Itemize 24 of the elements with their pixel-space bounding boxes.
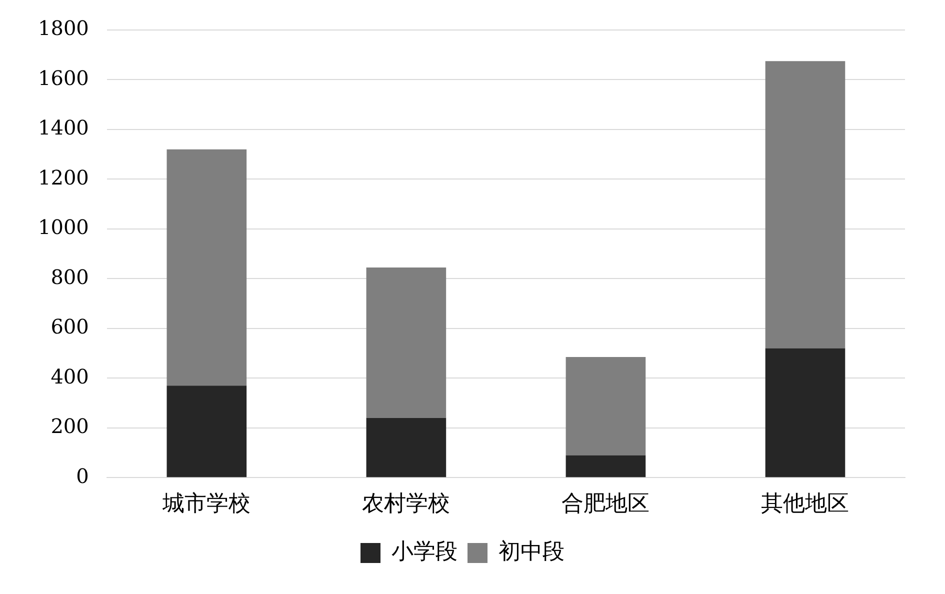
bar — [765, 61, 846, 348]
x-tick-label: 合肥地区 — [562, 492, 650, 517]
y-tick-label: 600 — [50, 314, 89, 339]
bar — [366, 267, 446, 418]
x-tick-label: 农村学校 — [362, 492, 450, 517]
bar — [765, 348, 846, 478]
bar — [566, 455, 646, 478]
bar — [366, 418, 446, 478]
y-tick-label: 1000 — [38, 215, 89, 240]
bar — [166, 149, 247, 386]
legend-label: 小学段 — [392, 540, 458, 565]
y-tick-label: 1800 — [38, 16, 89, 40]
y-tick-label: 0 — [76, 464, 89, 488]
y-tick-label: 800 — [50, 264, 89, 289]
y-tick-label: 200 — [50, 414, 89, 438]
y-tick-label: 1200 — [38, 165, 89, 190]
y-tick-label: 400 — [50, 364, 89, 388]
x-tick-label: 其他地区 — [761, 492, 850, 517]
y-tick-label: 1400 — [38, 116, 89, 140]
x-tick-label: 城市学校 — [162, 492, 251, 517]
legend-label: 初中段 — [498, 540, 564, 565]
bar — [566, 356, 646, 456]
bar — [166, 386, 247, 478]
y-tick-label: 1600 — [38, 66, 89, 90]
